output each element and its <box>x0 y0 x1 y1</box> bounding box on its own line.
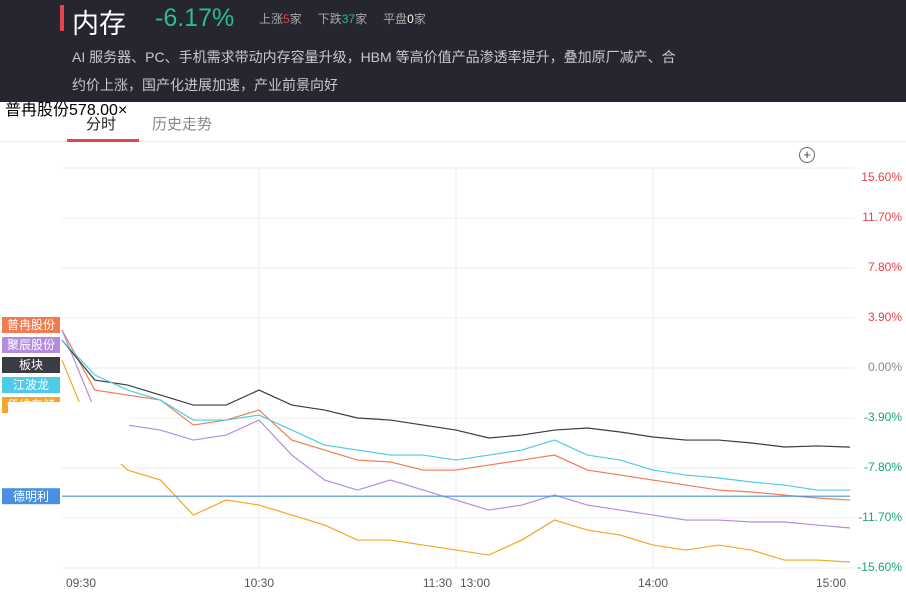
stat-label: 上涨 <box>259 12 284 26</box>
legend-tag <box>2 488 60 505</box>
legend-tag <box>2 317 60 333</box>
series-line <box>61 359 851 563</box>
y-tick-label: 0.00% <box>868 360 902 374</box>
x-tick-label: 10:30 <box>244 576 274 590</box>
stat-unit: 家 <box>355 12 368 26</box>
stat-label: 下跌 <box>317 12 342 26</box>
legend-label: 板块 <box>19 358 43 372</box>
series-line <box>61 339 851 448</box>
stat-label: 平盘 <box>383 12 408 26</box>
stat-unit: 家 <box>413 12 426 26</box>
tooltip-blank <box>8 402 129 464</box>
legend-tag <box>2 377 60 393</box>
stat-unit: 家 <box>289 12 302 26</box>
legend-label: 聚辰股份 <box>7 338 55 352</box>
header: 内存 -6.17% 上涨5家 下跌37家 平盘0家 AI 服务器、PC、手机需求带动… <box>0 0 906 102</box>
legend-tag <box>2 357 60 373</box>
legend-label: 江波龙 <box>13 378 49 392</box>
series-line <box>61 329 851 501</box>
legend-label: 德明利 <box>13 488 49 503</box>
legend-label: 普冉股份 <box>7 318 55 332</box>
series-line <box>61 329 851 529</box>
stock-name: 普冉股份 <box>5 102 70 119</box>
x-tick-label: 11:30 <box>423 576 452 590</box>
stock-price: 578.00 <box>69 102 118 119</box>
tab-underline <box>67 139 139 142</box>
add-button[interactable]: + <box>799 147 815 163</box>
stats: 上涨5家 下跌37家 平盘0家 <box>259 10 426 27</box>
x-tick-label: 13:00 <box>460 576 490 590</box>
y-tick-label: -7.80% <box>864 460 902 474</box>
y-tick-label: 3.90% <box>868 310 902 324</box>
tab[interactable]: 分时 <box>86 116 117 133</box>
x-tick-label: 15:00 <box>816 576 846 590</box>
y-tick-label: -11.70% <box>858 510 902 524</box>
y-tick-label: 15.60% <box>861 170 902 184</box>
y-tick-label: 11.70% <box>862 210 902 224</box>
change: -6.17% <box>155 4 235 32</box>
tab[interactable]: 历史走势 <box>152 116 213 133</box>
remove-button[interactable]: × <box>117 102 128 119</box>
legend-tag <box>2 337 60 353</box>
y-tick-label: -3.90% <box>864 410 902 424</box>
stat-count: 37 <box>341 12 356 26</box>
y-tick-label: 7.80% <box>868 260 902 274</box>
x-tick-label: 09:30 <box>66 576 96 590</box>
description: AI 服务器、PC、手机需求带动内存容量升级，HBM 等高价值产品渗透率提升，叠… <box>72 49 676 93</box>
accent-bar <box>60 5 64 31</box>
series-line <box>61 339 850 491</box>
tab-divider <box>0 141 906 142</box>
stat-count: 5 <box>283 12 290 26</box>
stat-count: 0 <box>407 12 414 26</box>
stock-chip: 普冉股份578.00× <box>0 96 906 120</box>
x-tick-label: 14:00 <box>638 576 668 590</box>
title: 内存 <box>72 9 126 39</box>
y-tick-label: -15.60% <box>857 560 902 574</box>
